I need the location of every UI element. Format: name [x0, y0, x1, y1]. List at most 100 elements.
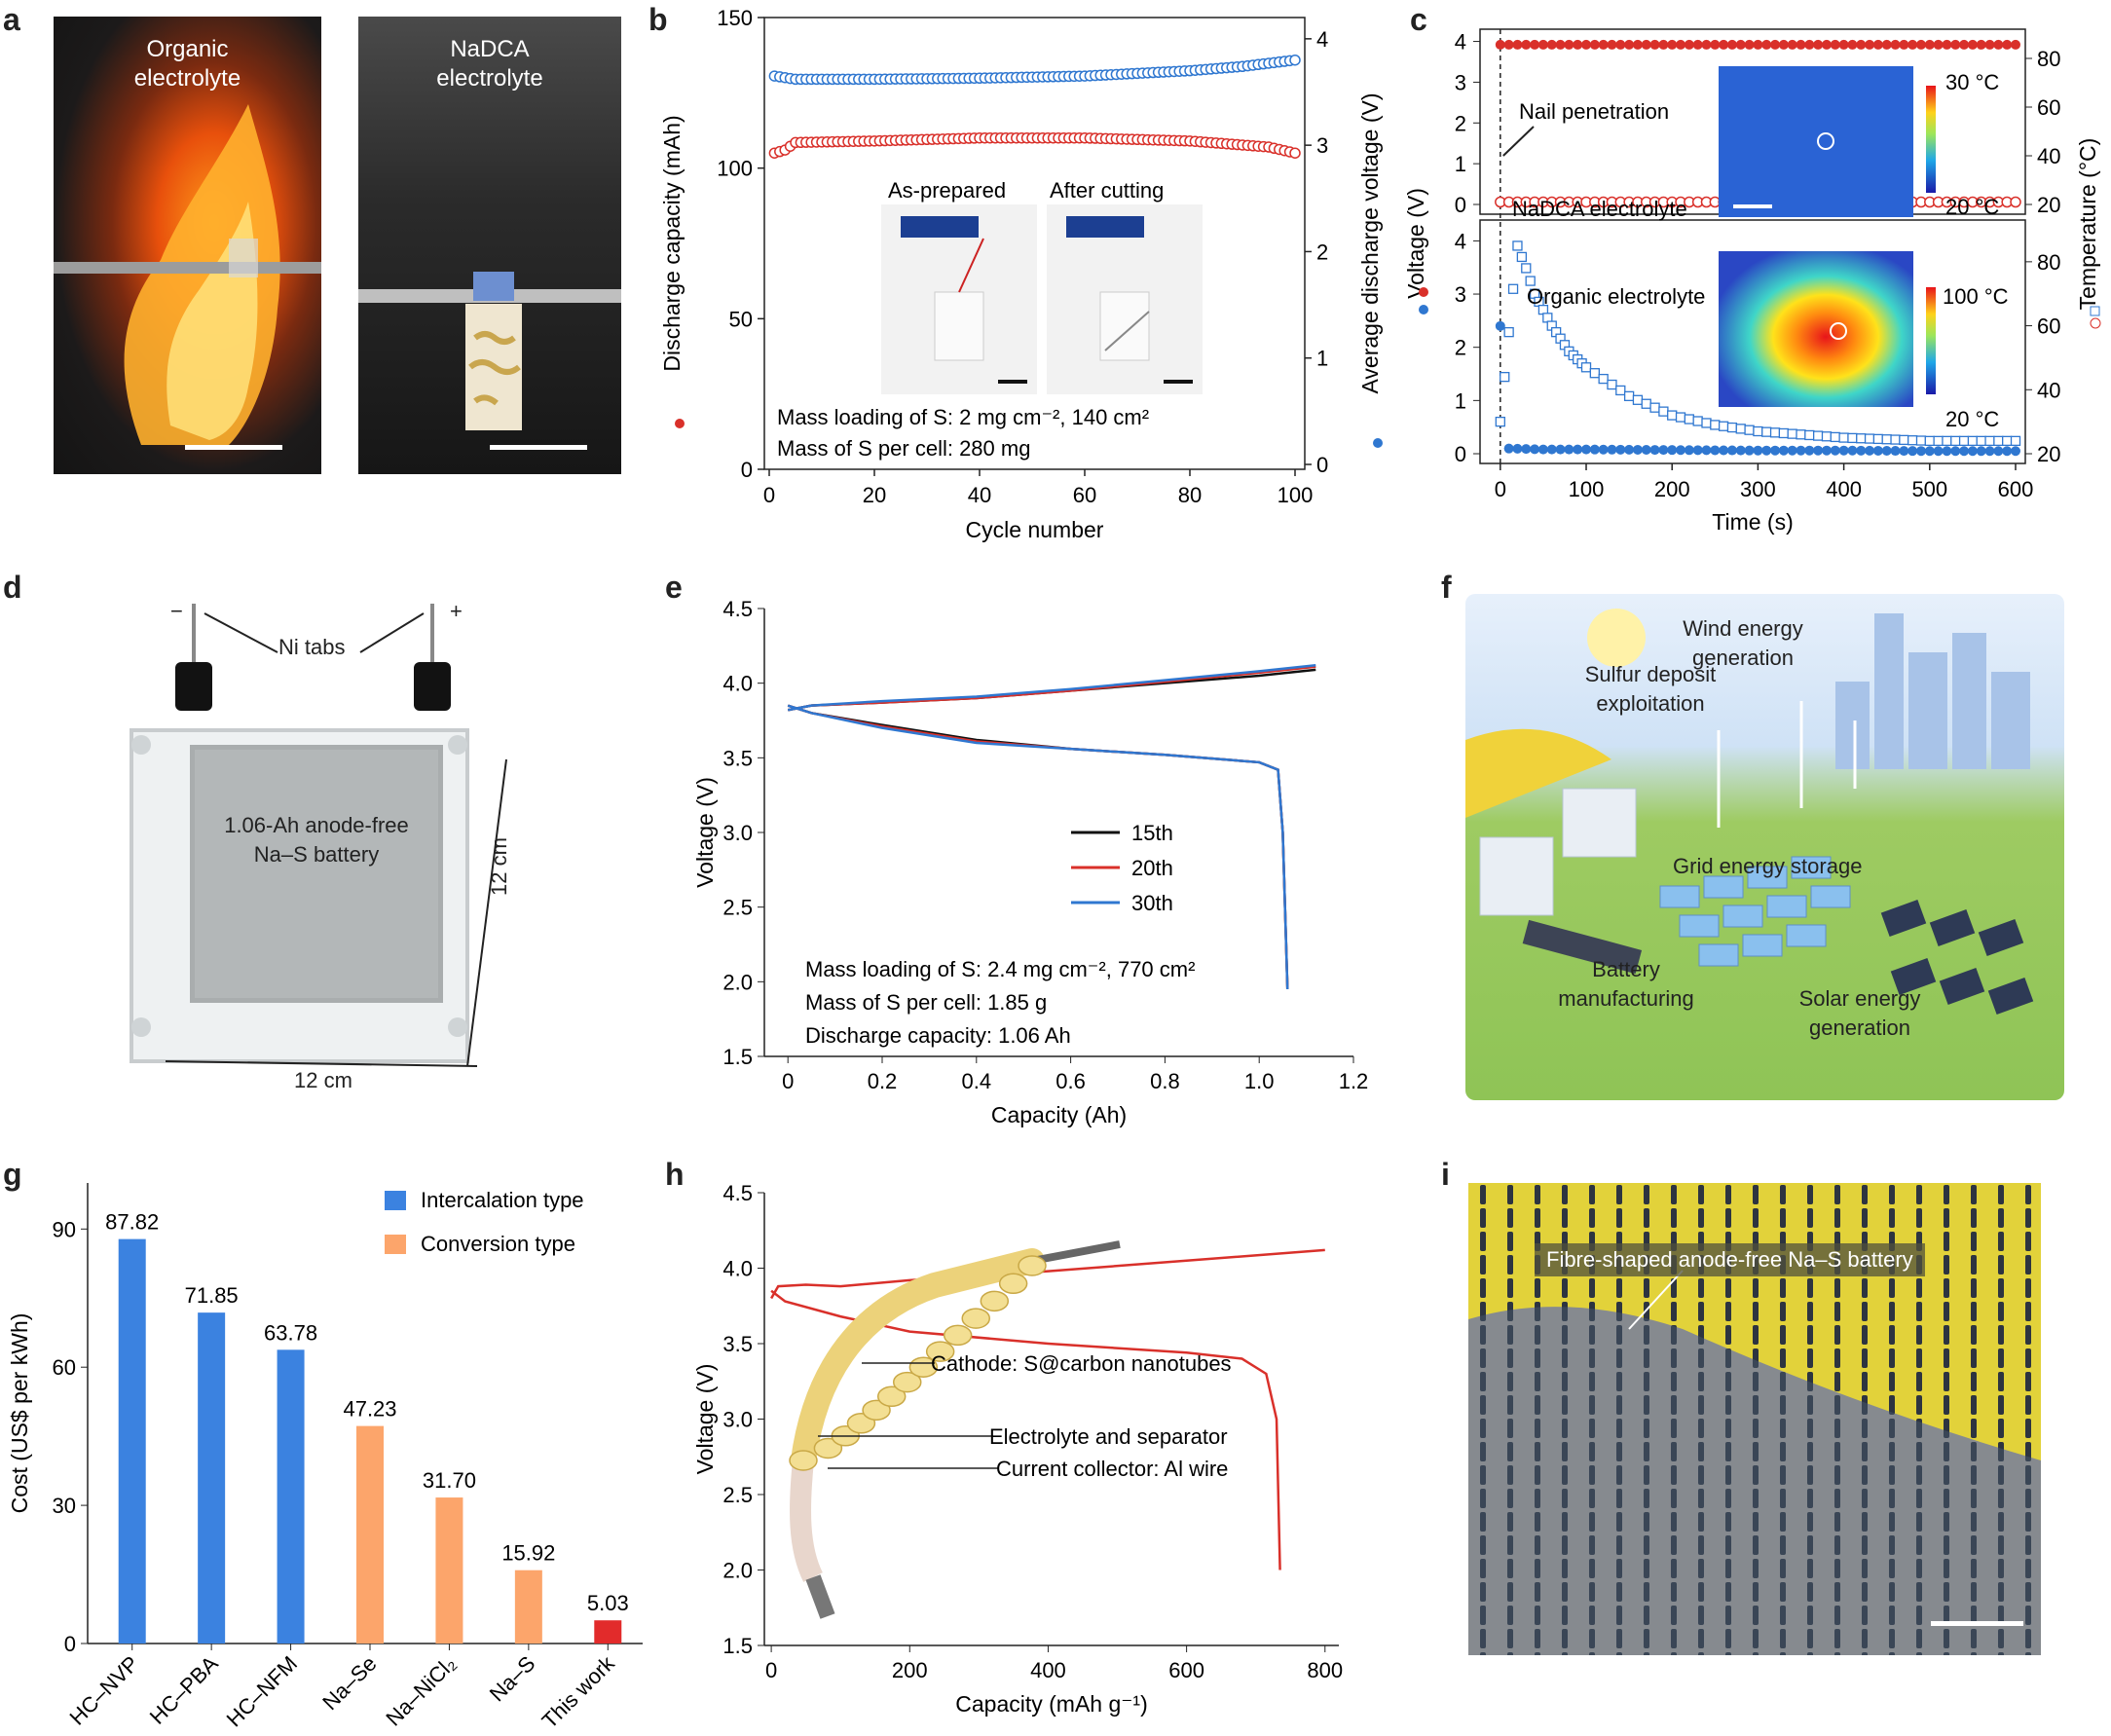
- voltage-point-bottom: [1701, 445, 1712, 456]
- photo-textile-battery: Fibre-shaped anode-free Na–S battery: [1468, 1183, 2041, 1655]
- voltage-point-top: [1495, 39, 1505, 50]
- voltage-point-top: [1537, 39, 1548, 50]
- voltage-point-top: [1726, 39, 1737, 50]
- voltage-point-top: [1667, 39, 1678, 50]
- fibre-wire-end: [1031, 1240, 1121, 1265]
- x-tick-label-c: 500: [1911, 477, 1947, 501]
- fibre-coil-segment: [943, 1324, 973, 1347]
- voltage-point-bottom: [1838, 445, 1849, 456]
- photo-organic-electrolyte: Organic electrolyte: [54, 17, 321, 474]
- panel-letter-g: g: [3, 1157, 22, 1192]
- temperature-point-bottom: [1796, 429, 1806, 440]
- temperature-point-bottom: [1525, 276, 1536, 286]
- voltage-point-top: [1649, 39, 1660, 50]
- panel-letter-d: d: [3, 570, 22, 605]
- landscape-graphic: [1465, 609, 2034, 1016]
- inset-cell-2: [1099, 291, 1150, 361]
- x-tick-label-c: 400: [1826, 477, 1862, 501]
- y-axis-marker-b: [675, 419, 685, 428]
- voltage-point-top: [1692, 39, 1703, 50]
- voltage-point-bottom: [1847, 445, 1858, 456]
- bar-value-label: 71.85: [185, 1283, 239, 1308]
- temperature-point-bottom: [1623, 390, 1635, 402]
- voltage-point-bottom: [1581, 444, 1592, 455]
- y-tick-label-e: 3.0: [722, 821, 753, 845]
- temperature-point-bottom: [1675, 412, 1686, 423]
- temperature-point-bottom: [1692, 416, 1703, 426]
- voltage-point-bottom: [1967, 446, 1978, 457]
- voltage-point-top: [1924, 39, 1935, 50]
- thermal-scale-bottom: [1733, 419, 1772, 423]
- voltage-point-bottom: [1924, 446, 1935, 457]
- y-tick-label-c-bottom: 2: [1455, 336, 1466, 360]
- label-wind-line2: generation: [1692, 646, 1794, 670]
- thermal-image-top: [1719, 66, 1913, 217]
- temperature-point-bottom: [1864, 433, 1875, 444]
- colorbar-top-max: 30 °C: [1945, 70, 1999, 94]
- y-tick-label-h: 2.5: [722, 1483, 753, 1507]
- temperature-point-bottom: [1769, 427, 1781, 438]
- y-tick-label-e: 3.5: [722, 746, 753, 770]
- y2-tick-label-b: 4: [1316, 27, 1328, 52]
- voltage-point-top: [1761, 39, 1772, 50]
- temperature-point-bottom: [1753, 425, 1763, 437]
- voltage-point-bottom: [1530, 444, 1540, 455]
- temperature-point-bottom: [1667, 410, 1678, 421]
- y-tick-label-e: 2.0: [722, 970, 753, 994]
- fibre-coil-segment: [862, 1399, 891, 1422]
- x-axis-label-b: Cycle number: [966, 517, 1104, 542]
- callout-cathode: Cathode: S@carbon nanotubes: [931, 1351, 1232, 1376]
- voltage-point-bottom: [1573, 444, 1583, 455]
- y2-axis-marker-b: [1373, 438, 1383, 448]
- voltage-point-bottom: [1753, 445, 1763, 456]
- y2-tick-label-c-bottom: 80: [2037, 250, 2060, 275]
- y-tick-label-h: 3.0: [722, 1408, 753, 1432]
- voltage-point-bottom: [1915, 446, 1926, 457]
- x-tick-label-g: HC–NVP: [64, 1651, 143, 1730]
- bar-HC–PBA: [198, 1312, 226, 1644]
- colorbar-bottom-min: 20 °C: [1945, 407, 1999, 431]
- discharge-curve-30th: [787, 704, 1289, 990]
- temperature-point-bottom: [1881, 434, 1892, 445]
- inset-label-as-prepared: As-prepared: [888, 178, 1006, 203]
- y-tick-label-c-top: 0: [1455, 193, 1466, 217]
- voltage-point-bottom: [1993, 446, 2004, 457]
- temperature-point-bottom: [1521, 263, 1532, 274]
- y2-tick-label-c-top: 80: [2037, 47, 2060, 71]
- fibre-coil-segment: [892, 1371, 922, 1393]
- temperature-point-bottom: [1872, 433, 1884, 445]
- colorbar-bottom-max: 100 °C: [1943, 284, 2009, 309]
- voltage-point-top: [1933, 39, 1944, 50]
- y2-tick-label-b: 0: [1316, 453, 1328, 477]
- y-tick-label-c-top: 4: [1455, 30, 1466, 55]
- voltage-point-bottom: [1907, 446, 1918, 457]
- voltage-point-bottom: [1692, 445, 1703, 456]
- voltage-point-bottom: [1632, 444, 1643, 455]
- y-tick-label-g: 30: [53, 1494, 76, 1518]
- temperature-point-bottom: [1726, 422, 1738, 433]
- bar-Na–NiCl₂: [435, 1497, 463, 1644]
- y2-tick-label-c-bottom: 20: [2037, 442, 2060, 466]
- bar-Na–S: [514, 1570, 542, 1644]
- inset-cell-1: [934, 291, 984, 361]
- fibre-coil-segment: [925, 1341, 955, 1362]
- voltage-point-bottom: [1607, 444, 1617, 455]
- fibre-coil-segment: [813, 1437, 843, 1459]
- voltage-point-bottom: [1890, 446, 1901, 457]
- temperature-point-bottom: [1718, 421, 1729, 431]
- voltage-point-top: [1899, 39, 1909, 50]
- y-tick-label-c-top: 2: [1455, 111, 1466, 135]
- voltage-point-bottom: [1521, 444, 1532, 455]
- label-fibre-battery: Fibre-shaped anode-free Na–S battery: [1535, 1243, 1925, 1276]
- y-tick-label-e: 4.5: [722, 597, 753, 621]
- temperature-point-bottom: [1607, 379, 1617, 390]
- temperature-point-bottom: [1907, 435, 1918, 446]
- voltage-point-top: [1907, 39, 1918, 50]
- y-axis-label-h: Voltage (V): [692, 1364, 718, 1475]
- plot-frame-b: [763, 17, 1306, 470]
- x-tick-label-e: 0.8: [1150, 1069, 1180, 1093]
- x-tick-label-c: 100: [1569, 477, 1605, 501]
- voltage-point-top: [1521, 39, 1532, 50]
- label-nadca-line2: electrolyte: [436, 65, 543, 92]
- label-solar-line2: generation: [1809, 1016, 1910, 1040]
